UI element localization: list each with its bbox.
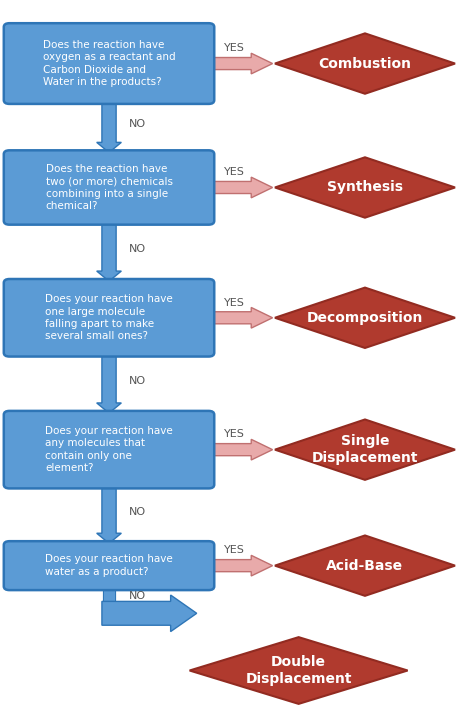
Polygon shape bbox=[275, 34, 455, 94]
FancyBboxPatch shape bbox=[4, 279, 214, 357]
FancyBboxPatch shape bbox=[4, 541, 214, 590]
FancyArrow shape bbox=[211, 439, 273, 460]
Text: NO: NO bbox=[129, 375, 146, 385]
FancyBboxPatch shape bbox=[4, 150, 214, 225]
Polygon shape bbox=[275, 287, 455, 348]
FancyArrow shape bbox=[102, 595, 197, 631]
Text: YES: YES bbox=[224, 44, 245, 54]
Text: Does your reaction have
one large molecule
falling apart to make
several small o: Does your reaction have one large molecu… bbox=[45, 294, 173, 341]
Polygon shape bbox=[275, 157, 455, 217]
Text: YES: YES bbox=[224, 167, 245, 177]
FancyArrow shape bbox=[211, 307, 273, 328]
Polygon shape bbox=[190, 637, 408, 704]
Text: NO: NO bbox=[129, 591, 146, 601]
FancyArrow shape bbox=[211, 53, 273, 74]
Text: Combustion: Combustion bbox=[319, 56, 411, 71]
Text: NO: NO bbox=[129, 507, 146, 517]
Polygon shape bbox=[275, 420, 455, 480]
Text: Synthesis: Synthesis bbox=[327, 180, 403, 194]
Text: Decomposition: Decomposition bbox=[307, 311, 423, 325]
FancyBboxPatch shape bbox=[4, 23, 214, 104]
Text: YES: YES bbox=[224, 430, 245, 440]
FancyArrow shape bbox=[97, 355, 121, 413]
Text: NO: NO bbox=[129, 119, 146, 129]
FancyArrow shape bbox=[97, 486, 121, 543]
FancyArrow shape bbox=[97, 102, 121, 152]
Text: Does the reaction have
oxygen as a reactant and
Carbon Dioxide and
Water in the : Does the reaction have oxygen as a react… bbox=[43, 40, 175, 87]
Text: NO: NO bbox=[129, 244, 146, 254]
FancyArrow shape bbox=[97, 222, 121, 281]
Text: Single
Displacement: Single Displacement bbox=[312, 434, 418, 465]
Text: YES: YES bbox=[224, 297, 245, 307]
Text: Double
Displacement: Double Displacement bbox=[246, 655, 352, 686]
Text: Does the reaction have
two (or more) chemicals
combining into a single
chemical?: Does the reaction have two (or more) che… bbox=[46, 164, 173, 211]
Text: Does your reaction have
water as a product?: Does your reaction have water as a produ… bbox=[45, 554, 173, 577]
FancyArrow shape bbox=[211, 177, 273, 198]
FancyArrow shape bbox=[211, 556, 273, 576]
Text: Acid-Base: Acid-Base bbox=[327, 558, 403, 573]
Polygon shape bbox=[275, 536, 455, 596]
FancyBboxPatch shape bbox=[4, 411, 214, 488]
Text: YES: YES bbox=[224, 546, 245, 556]
Text: Does your reaction have
any molecules that
contain only one
element?: Does your reaction have any molecules th… bbox=[45, 426, 173, 473]
